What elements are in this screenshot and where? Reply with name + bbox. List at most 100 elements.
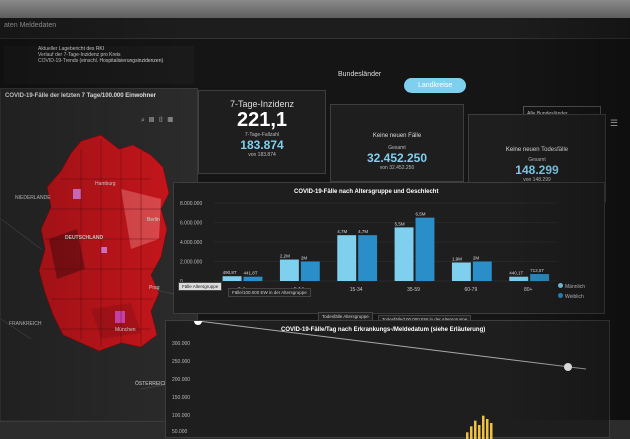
- bar-male-15-34[interactable]: [337, 235, 357, 281]
- label-niederlande: NIEDERLANDE: [15, 195, 51, 201]
- label-deutschland: DEUTSCHLAND: [65, 235, 104, 241]
- ytick-300000: 300.000: [172, 341, 191, 347]
- bar-value-label: 4,7M: [358, 229, 368, 234]
- label-hamburg: Hamburg: [95, 181, 116, 187]
- germany-map[interactable]: [1, 89, 197, 421]
- dashboard-screen: aten Meldedaten Aktueller Lagebericht de…: [0, 18, 630, 439]
- hamburger-menu-icon[interactable]: ☰: [610, 118, 619, 128]
- monitor-bezel: [0, 0, 630, 18]
- legend-female-label: Weiblich: [565, 294, 584, 300]
- ytick-150000: 150.000: [172, 395, 191, 401]
- hotspot-region: [101, 247, 107, 253]
- tab-bundeslaender[interactable]: Bundesländer: [338, 71, 382, 78]
- label-prag: Prag: [149, 285, 160, 291]
- bar-male-80+[interactable]: [509, 276, 529, 281]
- top-bar: aten Meldedaten: [0, 18, 630, 39]
- daily-bar: [470, 426, 473, 439]
- daily-bar: [466, 432, 469, 439]
- y-tick-label: 6.000.000: [180, 221, 202, 227]
- news-link-lagebericht[interactable]: Aktueller Lagebericht des RKI: [38, 46, 105, 52]
- bar-female-35-59[interactable]: [415, 217, 435, 281]
- map-panel: COVID-19-Fälle der letzten 7 Tage/100.00…: [0, 88, 198, 422]
- faelle-note: von 32.452.250: [379, 165, 415, 171]
- legend-male: Männlich: [558, 283, 585, 290]
- layers-icon[interactable]: ▤: [148, 117, 159, 124]
- label-frankreich: FRANKREICH: [9, 321, 42, 327]
- germany-shape: [38, 134, 170, 352]
- card-faelle: Keine neuen Fälle Gesamt 32.452.250 von …: [330, 104, 464, 182]
- news-links: Aktueller Lagebericht des RKI Verlauf de…: [4, 46, 194, 84]
- news-link-inzidenz-verlauf[interactable]: Verlauf der 7-Tage-Inzidenz pro Kreis: [38, 52, 121, 58]
- grid-icon[interactable]: ▦: [167, 117, 177, 124]
- bar-female-5-14[interactable]: [300, 261, 320, 282]
- search-icon[interactable]: ⌕: [141, 117, 149, 124]
- bar-male-60-79[interactable]: [451, 262, 471, 281]
- map-title: COVID-19-Fälle der letzten 7 Tage/100.00…: [5, 93, 156, 99]
- bar-value-label: 5,5M: [395, 221, 405, 226]
- daily-bar: [474, 420, 477, 439]
- fallzahl-note: von 183.874: [248, 152, 276, 158]
- bar-value-label: 713,5T: [530, 268, 544, 273]
- card-inzidenz: 7-Tage-Inzidenz 221,1 7-Tage-Fallzahl 18…: [198, 90, 326, 174]
- category-label-80+: 80+: [524, 287, 533, 293]
- bar-female-80+[interactable]: [530, 274, 550, 281]
- bar-male-0-4[interactable]: [222, 276, 242, 281]
- window-title: aten Meldedaten: [4, 22, 57, 29]
- label-oesterreich: ÖSTERREICH: [135, 381, 168, 387]
- ytick-200000: 200.000: [172, 377, 191, 383]
- label-berlin: Berlin: [147, 217, 160, 223]
- fallzahl-label: 7-Tage-Fallzahl: [244, 132, 280, 138]
- ytick-50000: 50.000: [172, 429, 188, 435]
- subtab-faelle-altersgruppe[interactable]: Fälle Altersgruppe: [178, 282, 223, 291]
- map-border-lines: [1, 218, 197, 390]
- daily-bar: [478, 425, 481, 439]
- time-slider-track: [197, 321, 587, 370]
- legend-male-swatch: [558, 283, 563, 288]
- bar-value-label: 4,7M: [337, 229, 347, 234]
- ytick-100000: 100.000: [172, 413, 191, 419]
- daily-chart-title: COVID-19-Fälle/Tag nach Erkrankungs-/Mel…: [281, 327, 486, 333]
- legend-female-swatch: [558, 293, 563, 298]
- y-tick-label: 4.000.000: [180, 240, 202, 246]
- news-link-trends[interactable]: COVID-19-Trends (einschl. Hospitalisieru…: [38, 58, 164, 64]
- daily-bars: [466, 415, 493, 439]
- bar-male-5-14[interactable]: [279, 259, 299, 281]
- bar-value-label: 1,9M: [452, 256, 462, 261]
- bar-chart-title: COVID-19-Fälle nach Altersgruppe und Ges…: [294, 189, 439, 195]
- tode-label: Gesamt: [528, 157, 546, 163]
- bar-value-label: 2,2M: [280, 254, 290, 259]
- label-muenchen: München: [115, 327, 136, 333]
- tode-value: 148.299: [515, 163, 559, 177]
- daily-bar: [486, 419, 489, 439]
- subtab-faelle-100000[interactable]: Fälle/100.000 EW in der Altersgruppe: [228, 288, 311, 297]
- daily-bar: [490, 423, 493, 439]
- tode-note: von 148.299: [523, 177, 551, 183]
- legend-male-label: Männlich: [565, 284, 586, 290]
- bar-female-0-4[interactable]: [243, 276, 263, 281]
- inzidenz-title: 7-Tage-Inzidenz: [229, 99, 295, 109]
- hotspot-region: [115, 311, 125, 323]
- daily-cases-panel: COVID-19-Fälle/Tag nach Erkrankungs-/Mel…: [165, 320, 610, 439]
- bookmark-icon[interactable]: ▯: [158, 117, 168, 124]
- region-west: [49, 229, 85, 279]
- time-slider-start-handle: [194, 321, 202, 325]
- category-label-15-34: 15-34: [350, 287, 363, 293]
- y-tick-label: 8.000.000: [180, 201, 202, 207]
- category-label-60-79: 60-79: [464, 287, 477, 293]
- fallzahl-value: 183.874: [240, 138, 284, 152]
- bar-value-label: 490,8T: [223, 270, 237, 275]
- faelle-label: Gesamt: [388, 145, 406, 151]
- tab-landkreise[interactable]: Landkreise: [404, 78, 467, 93]
- bar-female-15-34[interactable]: [358, 235, 378, 281]
- hotspot-region: [73, 189, 81, 199]
- bar-value-label: 441,8T: [244, 271, 258, 276]
- bar-value-label: 6,5M: [416, 212, 426, 217]
- bar-female-60-79[interactable]: [472, 261, 492, 282]
- y-tick-label: 2.000.000: [180, 260, 202, 266]
- faelle-title: Keine neuen Fälle: [372, 133, 422, 139]
- age-gender-bar-chart: 8.000.0006.000.0004.000.0002.000.0000490…: [180, 201, 558, 293]
- inzidenz-value: 221,1: [236, 109, 288, 131]
- tode-title: Keine neuen Todesfälle: [505, 147, 569, 153]
- bar-male-35-59[interactable]: [394, 227, 414, 281]
- bar-value-label: 2M: [473, 256, 480, 261]
